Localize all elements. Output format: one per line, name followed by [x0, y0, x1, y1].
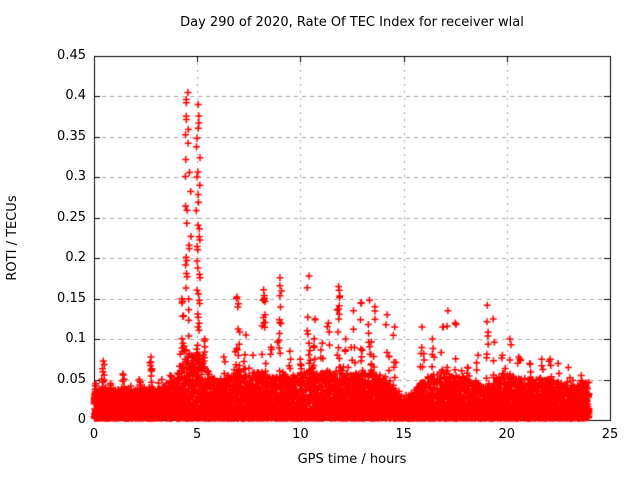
y-tick-label: 0.35 [57, 128, 86, 144]
y-tick-label: 0.2 [65, 250, 86, 266]
y-tick-label: 0.05 [57, 371, 86, 387]
y-tick-label: 0 [77, 412, 86, 427]
x-tick-label: 20 [498, 427, 516, 442]
chart-title: Day 290 of 2020, Rate Of TEC Index for r… [180, 15, 524, 30]
y-axis-label: ROTI / TECUs [5, 195, 20, 281]
y-tick-label: 0.45 [57, 48, 86, 63]
y-tick-label: 0.3 [65, 169, 86, 185]
x-tick-label: 10 [292, 427, 309, 442]
x-axis-label: GPS time / hours [297, 452, 407, 467]
x-tick-label: 0 [89, 427, 99, 442]
x-tick-label: 5 [193, 427, 202, 442]
y-tick-label: 0.4 [65, 88, 86, 104]
y-tick-label: 0.1 [65, 331, 86, 347]
y-tick-label: 0.25 [57, 209, 86, 225]
x-tick-label: 25 [601, 427, 619, 442]
y-tick-label: 0.15 [57, 290, 86, 306]
x-tick-label: 15 [395, 427, 412, 442]
